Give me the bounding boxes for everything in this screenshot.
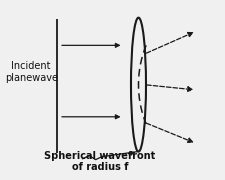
Text: Incident
planewave: Incident planewave — [5, 61, 58, 83]
Text: Spherical wavefront
of radius f: Spherical wavefront of radius f — [44, 151, 155, 172]
